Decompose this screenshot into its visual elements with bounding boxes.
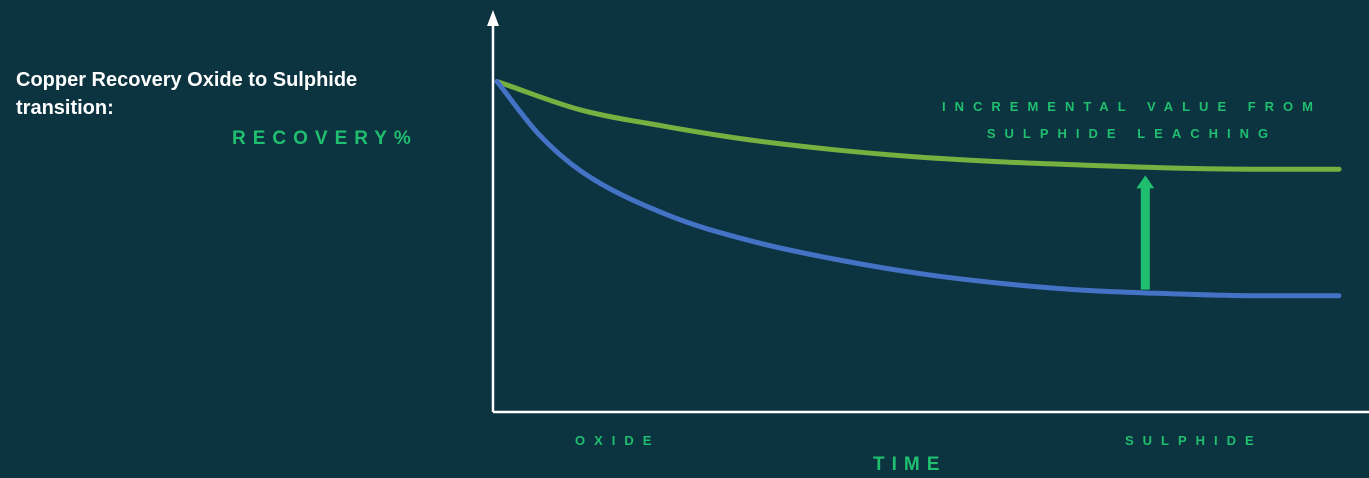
x-tick-label-oxide: OXIDE (575, 433, 661, 448)
incremental-arrow-head (1136, 175, 1155, 189)
x-tick-label-sulphide: SULPHIDE (1125, 433, 1263, 448)
incremental-value-annotation: INCREMENTAL VALUE FROM SULPHIDE LEACHING (897, 93, 1367, 147)
chart-title-line-2: transition: (16, 97, 114, 119)
x-axis-label: TIME (873, 454, 947, 475)
chart-title-line-1: Copper Recovery Oxide to Sulphide (16, 69, 358, 91)
annotation-line-2: SULPHIDE LEACHING (986, 126, 1278, 141)
oxide-recovery-line (494, 79, 1342, 299)
incremental-arrow-shaft (1140, 187, 1150, 290)
chart-title: Copper Recovery Oxide to Sulphide transi… (16, 66, 476, 122)
annotation-line-1: INCREMENTAL VALUE FROM (942, 99, 1322, 114)
series-group (494, 79, 1342, 299)
sulphide-recovery-line (494, 79, 1342, 172)
y-axis-arrowhead (487, 10, 499, 26)
annotation-arrow-group (1136, 175, 1155, 290)
y-axis-label: RECOVERY% (232, 128, 418, 149)
